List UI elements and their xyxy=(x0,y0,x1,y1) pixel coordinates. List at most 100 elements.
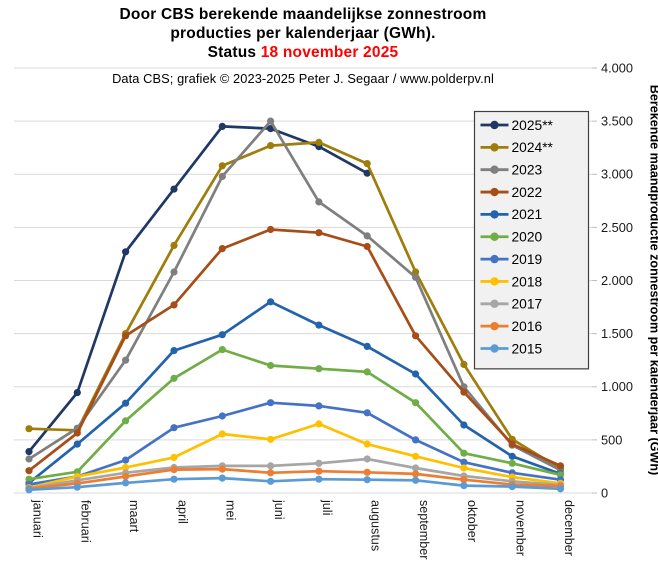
data-point-marker xyxy=(170,475,178,483)
data-point-marker xyxy=(315,459,323,467)
data-point-marker xyxy=(460,360,468,368)
data-point-marker xyxy=(170,374,178,382)
data-point-marker xyxy=(315,321,323,329)
data-point-marker xyxy=(315,402,323,410)
data-point-marker xyxy=(25,425,33,433)
legend-item-2025: 2025** xyxy=(480,118,554,133)
data-point-marker xyxy=(218,430,226,438)
data-point-marker xyxy=(412,452,420,460)
data-point-marker xyxy=(267,298,275,306)
data-point-marker xyxy=(315,229,323,237)
y-tick-label: 1.500 xyxy=(601,326,633,341)
data-point-marker xyxy=(170,241,178,249)
data-point-marker xyxy=(122,456,130,464)
y-tick-label: 500 xyxy=(601,432,622,447)
data-point-marker xyxy=(25,448,33,456)
legend-label: 2022 xyxy=(512,185,543,200)
series-line xyxy=(27,125,369,453)
y-tick-label: 2.500 xyxy=(601,220,633,235)
legend-label: 2021 xyxy=(512,207,543,222)
data-point-marker xyxy=(218,474,226,482)
data-point-marker xyxy=(460,482,468,490)
data-point-marker xyxy=(170,301,178,309)
legend-marker-swatch xyxy=(490,143,499,152)
legend-label: 2023 xyxy=(512,163,543,178)
legend-marker-swatch xyxy=(490,187,499,197)
data-point-marker xyxy=(218,122,226,130)
data-point-marker xyxy=(508,452,516,460)
data-point-marker xyxy=(122,479,130,487)
data-point-marker xyxy=(315,467,323,475)
data-point-marker xyxy=(363,368,371,376)
data-point-marker xyxy=(218,331,226,339)
data-point-marker xyxy=(315,365,323,373)
legend-item-2018: 2018 xyxy=(480,274,543,289)
data-point-marker xyxy=(460,388,468,396)
gridlines xyxy=(14,67,592,494)
data-point-marker xyxy=(170,185,178,193)
legend-item-2021: 2021 xyxy=(480,207,543,222)
legend-marker-swatch xyxy=(490,165,499,174)
x-category-label: maart xyxy=(127,500,141,533)
data-point-marker xyxy=(218,346,226,354)
legend-item-2019: 2019 xyxy=(480,252,543,267)
data-point-marker xyxy=(170,268,178,276)
data-point-marker xyxy=(460,421,468,429)
y-axis-tick-labels: 0 500 1.000 1.500 2.000 2.500 3.000 3.500 4.000 xyxy=(601,60,633,500)
legend-item-2024: 2024** xyxy=(480,140,554,155)
x-category-label: september xyxy=(417,500,431,560)
data-point-marker xyxy=(122,356,130,364)
data-point-marker xyxy=(267,462,275,470)
legend-marker-swatch xyxy=(490,344,499,353)
legend-marker-swatch xyxy=(490,232,499,241)
data-point-marker xyxy=(170,424,178,432)
series-line xyxy=(27,119,562,472)
data-point-marker xyxy=(412,273,420,281)
x-category-label: juli xyxy=(320,499,334,515)
data-point-marker xyxy=(25,467,33,475)
series-line xyxy=(27,422,562,490)
series-line xyxy=(27,476,562,492)
data-point-marker xyxy=(218,162,226,170)
x-category-label: november xyxy=(514,500,528,556)
legend-label: 2015 xyxy=(512,341,543,356)
data-point-marker xyxy=(267,469,275,477)
data-point-marker xyxy=(73,389,81,397)
data-point-marker xyxy=(412,476,420,484)
data-point-marker xyxy=(363,476,371,484)
x-category-label: januari xyxy=(30,499,44,538)
data-point-marker xyxy=(363,342,371,350)
legend-item-2022: 2022 xyxy=(480,185,543,200)
data-point-marker xyxy=(267,142,275,150)
data-point-marker xyxy=(170,347,178,355)
y-axis-ticks xyxy=(592,67,597,494)
data-point-marker xyxy=(508,440,516,448)
x-axis-month-labels: januari februari maart april mei juni juli augu… xyxy=(30,499,576,560)
y-tick-label: 4.000 xyxy=(601,60,633,75)
data-series xyxy=(25,117,565,494)
data-point-marker xyxy=(218,465,226,473)
legend-label: 2020 xyxy=(512,230,543,245)
data-point-marker xyxy=(122,472,130,481)
data-point-marker xyxy=(508,483,516,491)
data-point-marker xyxy=(267,125,275,133)
legend-marker-swatch xyxy=(490,277,499,286)
legend-marker-swatch xyxy=(490,254,499,264)
data-point-marker xyxy=(267,361,275,370)
data-point-marker xyxy=(412,268,420,276)
data-point-marker xyxy=(460,458,468,466)
data-point-marker xyxy=(267,225,275,234)
data-point-marker xyxy=(25,486,33,494)
data-point-marker xyxy=(73,483,81,491)
data-point-marker xyxy=(218,172,226,180)
y-axis-title: Berekende maandproductie zonnestroom per… xyxy=(648,85,658,476)
series-line xyxy=(27,228,562,473)
data-point-marker xyxy=(122,399,130,407)
data-point-marker xyxy=(315,420,323,428)
data-point-marker xyxy=(412,470,420,478)
y-tick-label: 2.000 xyxy=(601,273,633,288)
data-point-marker xyxy=(363,169,371,177)
data-point-marker xyxy=(73,440,81,448)
